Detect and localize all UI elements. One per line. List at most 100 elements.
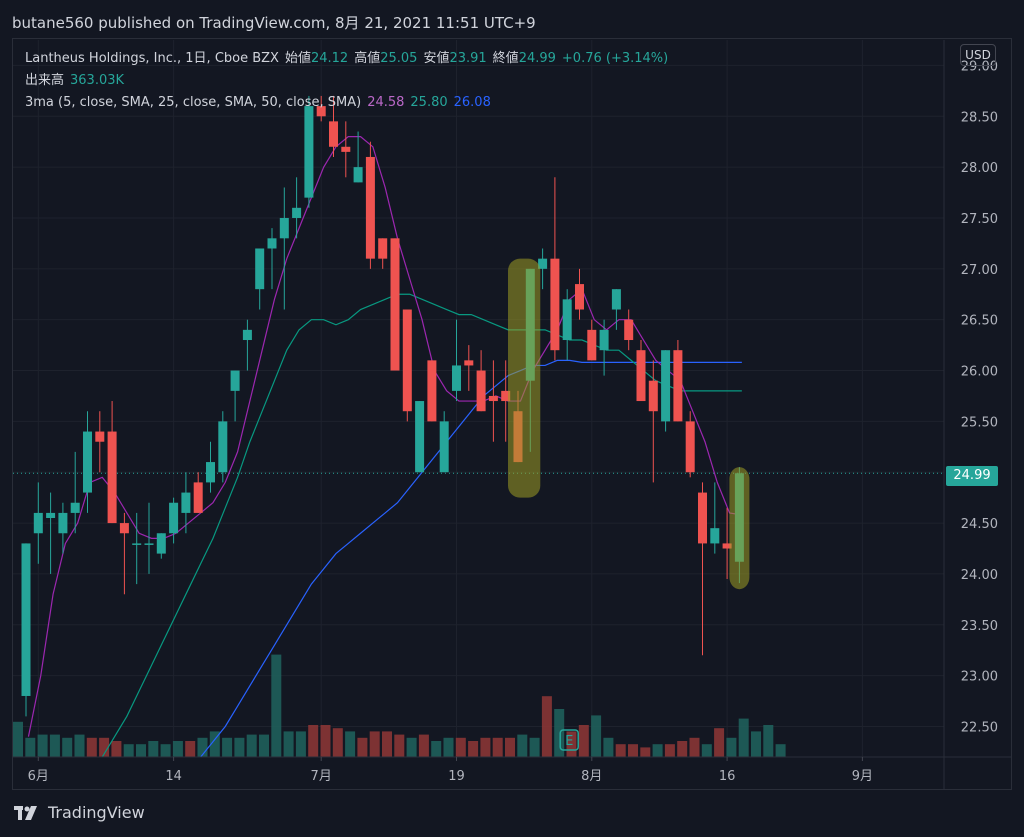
volume-bar <box>222 737 233 757</box>
candle-up <box>230 370 240 391</box>
candle-down <box>501 390 511 402</box>
volume-bar <box>148 741 159 757</box>
volume-bar <box>382 731 392 757</box>
candle-up <box>83 431 92 493</box>
candle-down <box>550 258 560 351</box>
volume-bar <box>775 744 786 757</box>
volume-bar <box>111 741 122 757</box>
volume-label: 出来高 <box>25 73 65 88</box>
tradingview-logo[interactable]: TradingView <box>14 803 145 822</box>
volume-bar <box>136 744 146 757</box>
candle-down <box>464 360 474 366</box>
candle-down <box>119 523 129 534</box>
volume-bar <box>751 731 761 757</box>
candle-down <box>636 350 646 402</box>
chart-frame <box>12 38 1012 790</box>
x-tick-label: 14 <box>165 769 182 784</box>
candle-up <box>33 512 43 534</box>
candle-up <box>218 421 228 473</box>
candle-up <box>21 543 31 696</box>
volume-bar <box>25 737 36 757</box>
volume-bar <box>480 737 491 757</box>
volume-bar <box>455 737 466 757</box>
candle-up <box>267 238 277 249</box>
candle-up <box>206 462 215 483</box>
candle-down <box>95 431 105 442</box>
candle-down <box>316 106 326 117</box>
candle-down <box>685 421 695 473</box>
volume-bar <box>541 696 552 757</box>
candle-down <box>427 360 437 422</box>
candle-up <box>70 502 80 513</box>
ma-indicator-label: 3ma (5, close, SMA, 25, close, SMA, 50, … <box>25 95 362 110</box>
y-tick-label: 28.00 <box>961 161 998 176</box>
volume-bar <box>123 744 134 757</box>
y-tick-label: 27.50 <box>961 212 998 227</box>
volume-bar <box>49 734 60 757</box>
candle-up <box>58 512 68 534</box>
candle-down <box>402 309 412 412</box>
volume-bar <box>86 737 97 757</box>
volume-bar <box>369 731 380 757</box>
candle-up <box>255 248 265 290</box>
volume-bar <box>763 725 774 757</box>
candle-up <box>439 421 449 473</box>
candle-down <box>193 482 203 513</box>
open-label: 始値 <box>284 51 311 66</box>
candle-up <box>156 533 166 554</box>
volume-bar <box>308 725 319 757</box>
volume-bar <box>468 741 479 757</box>
volume-bar <box>332 728 343 757</box>
candle-up <box>46 512 56 518</box>
y-tick-label: 25.50 <box>961 415 998 430</box>
candle-up <box>279 217 289 239</box>
volume-bar <box>603 737 614 757</box>
candle-up <box>242 329 252 341</box>
volume-bar <box>689 737 700 757</box>
candle-up <box>132 543 142 545</box>
candle-down <box>698 492 707 544</box>
volume-bar <box>505 737 515 757</box>
candle-down <box>575 284 584 310</box>
open-value: 24.12 <box>310 51 349 66</box>
volume-bar <box>160 744 171 757</box>
volume-bar <box>259 734 269 757</box>
y-tick-label: 29.00 <box>961 59 998 74</box>
volume-bar <box>13 721 23 757</box>
volume-bar <box>554 709 565 757</box>
volume-bar <box>62 737 73 757</box>
candle-up <box>415 401 425 473</box>
y-tick-label: 26.00 <box>961 365 998 380</box>
volume-bar <box>172 741 183 757</box>
volume-bar <box>701 744 712 757</box>
publisher-line: butane560 published on TradingView.com, … <box>12 14 536 32</box>
highlight-mark <box>729 467 750 590</box>
header-bar: butane560 published on TradingView.com, … <box>0 0 1024 40</box>
volume-bar <box>517 734 528 757</box>
volume-bar <box>628 744 638 757</box>
volume-bar <box>591 715 602 757</box>
close-value: 24.99 <box>518 51 556 66</box>
volume-bar <box>295 731 306 757</box>
volume-bar <box>443 737 454 757</box>
candle-up <box>538 258 548 269</box>
volume-bar <box>652 744 663 757</box>
ma25-value: 25.80 <box>410 95 448 110</box>
ma50-line <box>200 359 742 758</box>
highlight-mark <box>508 258 541 498</box>
y-tick-label: 22.50 <box>961 720 998 735</box>
candle-up <box>144 543 154 545</box>
symbol-title: Lantheus Holdings, Inc., 1日, Cboe BZX <box>25 51 279 66</box>
candle-up <box>353 167 363 183</box>
volume-bar <box>578 725 589 757</box>
volume-bar <box>37 734 48 757</box>
candle-up <box>599 329 609 351</box>
volume-bar <box>185 741 196 757</box>
candle-up <box>292 207 302 218</box>
currency-button[interactable]: USD <box>960 44 996 66</box>
candle-up <box>562 299 572 341</box>
candle-down <box>365 156 375 259</box>
candle-up <box>452 365 461 391</box>
y-tick-label: 24.50 <box>961 517 998 532</box>
